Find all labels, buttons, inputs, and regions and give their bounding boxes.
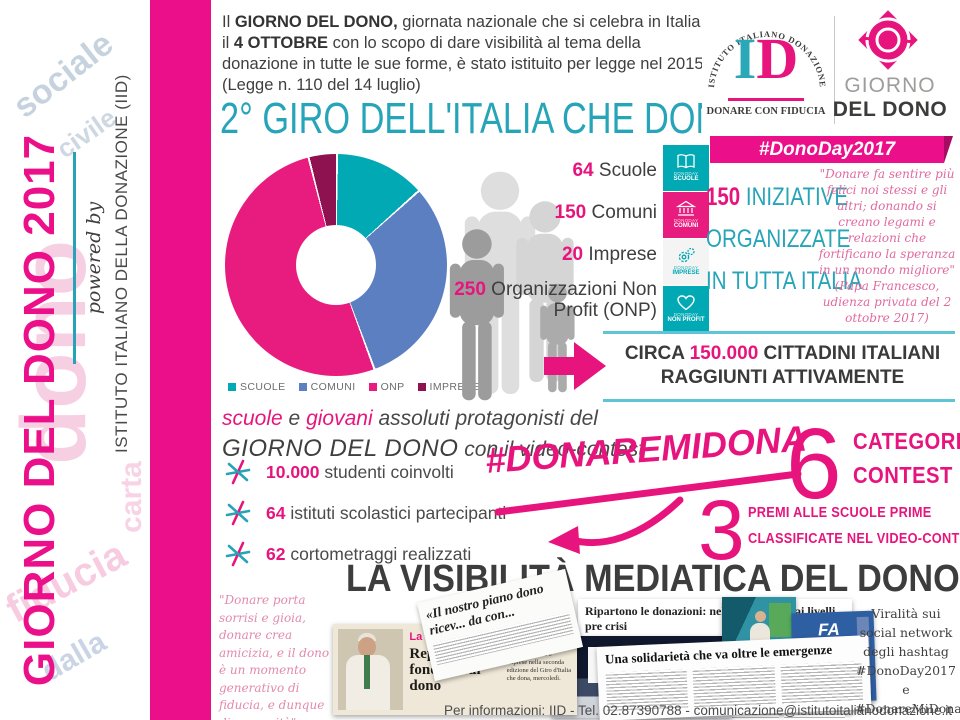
iid-arc-logo: ISTITUTO ITALIANO DONAZIONE [706, 29, 827, 88]
asterisk-icon [225, 541, 251, 567]
legend-swatch [368, 383, 377, 391]
donoday-badges: DONODAY SCUOLE DONODAY COMUNI DONODAY IM… [663, 145, 709, 333]
logo-divider [834, 16, 835, 124]
contest-categories-label: CATEGORIE CONTEST [853, 428, 960, 488]
brand-giorno: GIORNO [844, 74, 936, 97]
page-title: 2° GIRO DELL'ITALIA CHE DONA [220, 94, 744, 143]
tv-graphic [769, 603, 791, 637]
protagonists-statement: scuole e giovani assoluti protagonisti d… [222, 407, 645, 462]
intro-bold-event: GIORNO DEL DONO, [234, 13, 398, 31]
stat-scuole: 64 Scuole [572, 160, 657, 181]
reach-statement: CIRCA 150.000 CITTADINI ITALIANI RAGGIUN… [624, 343, 941, 388]
school-stat-istituti: 64 istituti scolastici partecipanti [224, 499, 506, 527]
footer-contact: Per informazioni: IID - Tel. 02.87390788… [444, 703, 952, 718]
stat-imprese: 20 Imprese [561, 244, 657, 265]
stat-onp: 250 Organizzazioni Non Profit (ONP) [454, 279, 657, 321]
sidebar-divider-line [73, 152, 76, 364]
book-icon [677, 154, 695, 169]
legend-item: SCUOLE [228, 381, 286, 393]
social-virality-note: Viralità sui social network degli hashta… [855, 606, 960, 716]
heart-icon [677, 295, 695, 311]
asterisk-icon [225, 500, 251, 526]
badge-imprese: DONODAY IMPRESE [663, 239, 709, 285]
iid-logo-card: ISTITUTO ITALIANO DONAZIONE ID DONARE CO… [702, 4, 955, 136]
id-monogram: ID [733, 26, 799, 91]
intro-paragraph: Il GIORNO DEL DONO, giornata nazionale c… [222, 13, 704, 94]
logo-tagline: DONARE CON FIDUCIA [706, 106, 826, 117]
brand-del-dono: DEL DONO [832, 98, 948, 121]
legend-item: COMUNI [298, 381, 356, 393]
contest-number-6: 6 [786, 408, 842, 520]
pope-photo [338, 629, 404, 710]
quote-mattarella: "Donare porta sorrisi e gioia, donare cr… [219, 593, 330, 720]
logo-rule [728, 98, 804, 101]
event-title-vertical: GIORNO DEL DONO 2017 [15, 133, 64, 687]
teal-rule-bottom [603, 399, 955, 402]
iniziative-block: 150 INIZIATIVE ORGANIZZATE IN TUTTA ITAL… [706, 183, 863, 295]
gears-icon [678, 247, 695, 263]
donoday-ribbon: #DonoDay2017 [710, 136, 953, 163]
badge-comuni: DONODAY COMUNI [663, 192, 709, 238]
legend-swatch [417, 383, 426, 391]
teal-rule-top [603, 331, 955, 334]
swoosh-arrow-icon [494, 470, 802, 554]
quote-papa-source: (Papa Francesco, udienza privata del 2 o… [822, 279, 952, 325]
legend-swatch [228, 383, 236, 391]
donut-chart [225, 154, 447, 376]
contest-prizes-label: PREMI ALLE SCUOLE PRIME CLASSIFICATE NEL… [748, 505, 960, 547]
organization-label: ISTITUTO ITALIANO DELLA DONAZIONE (IID) [112, 74, 131, 453]
magenta-side-bar [150, 0, 211, 720]
intro-bold-date: 4 OTTOBRE [233, 34, 329, 52]
watermark-word: carta [114, 461, 148, 533]
media-section-title: LA VISIBILITÀ MEDIATICA DEL DONO [346, 558, 960, 600]
giorno-del-dono-diamond-icon [858, 10, 918, 70]
badge-non-profit: DONODAY NON PROFIT [663, 286, 709, 332]
school-stat-studenti: 10.000 studenti coinvolti [224, 458, 454, 486]
bank-icon [676, 200, 696, 216]
powered-by-label: powered by [83, 201, 105, 315]
legend-swatch [298, 383, 307, 391]
stat-comuni: 150 Comuni [554, 202, 657, 223]
quote-papa-francesco: "Donare fa sentire più felici noi stessi… [816, 166, 958, 326]
badge-scuole: DONODAY SCUOLE [663, 145, 709, 191]
contest-number-3: 3 [698, 483, 745, 577]
legend-item: ONP [368, 381, 405, 393]
right-arrow-icon [544, 342, 606, 390]
tv-person-head [755, 611, 766, 622]
school-stat-cortometraggi: 62 cortometraggi realizzati [224, 540, 471, 568]
asterisk-icon [225, 459, 251, 485]
